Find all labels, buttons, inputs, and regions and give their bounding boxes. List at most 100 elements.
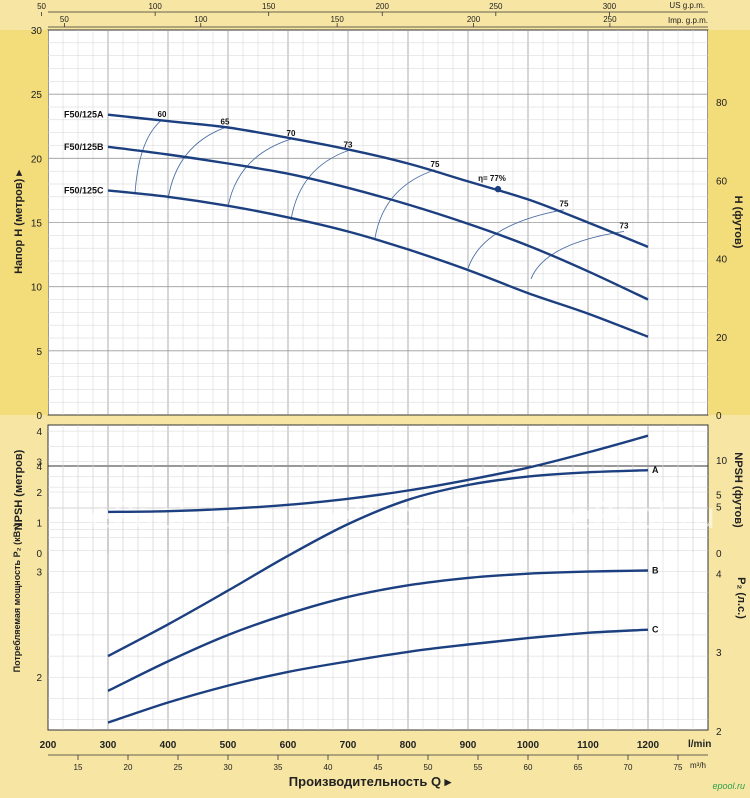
head-curve-F50/125A <box>107 113 649 249</box>
tick-label: 50 <box>37 2 46 11</box>
tick-label: 25 <box>31 90 43 101</box>
npsh-axis-title: NPSH (метров) <box>13 449 25 530</box>
axis-ticks: 0510152025300204060800123405102342345200… <box>31 2 728 772</box>
power-curve-label: B <box>652 566 659 576</box>
efficiency-label: 75 <box>560 200 569 209</box>
tick-label: 150 <box>330 15 344 24</box>
tick-label: 10 <box>716 456 728 467</box>
tick-label: 1100 <box>577 740 599 751</box>
tick-label: 700 <box>340 740 357 751</box>
best-efficiency-point <box>494 185 502 193</box>
tick-label: 4 <box>36 462 42 473</box>
efficiency-arc <box>134 119 163 194</box>
tick-label: 75 <box>674 763 683 772</box>
head-curve-label: F50/125A <box>64 110 104 120</box>
chart-labels: F50/125A F50/125B F50/125C 60 65 70 73 75 η= 77%… <box>64 110 659 635</box>
tick-label: 0 <box>36 549 42 560</box>
us-gpm-unit: US g.p.m. <box>669 1 705 10</box>
brand-watermark: epool.ru <box>712 781 745 791</box>
power-curve-label: C <box>652 625 659 635</box>
tick-label: 300 <box>603 2 617 11</box>
head-curve-F50/125B <box>107 145 649 301</box>
tick-label: 35 <box>274 763 283 772</box>
tick-label: 55 <box>474 763 483 772</box>
tick-label: 250 <box>603 15 617 24</box>
efficiency-label: 73 <box>344 141 353 150</box>
npsh-curve <box>107 434 649 514</box>
tick-label: 50 <box>424 763 433 772</box>
tick-label: 0 <box>716 411 722 422</box>
watermark-text: ePool.ru <box>90 496 236 537</box>
tick-label: 150 <box>262 2 276 11</box>
left-strip-head <box>0 30 48 415</box>
efficiency-arc <box>530 231 625 280</box>
tick-label: 250 <box>489 2 503 11</box>
efficiency-label: 65 <box>221 118 230 127</box>
efficiency-label: 60 <box>158 110 167 119</box>
tick-label: 800 <box>400 740 417 751</box>
watermark-text: ePool.ru <box>330 496 476 537</box>
tick-label: 200 <box>40 740 57 751</box>
head-axis-title: Напор H (метров) ▸ <box>13 170 25 274</box>
flow-unit-lmin: l/min <box>688 739 711 750</box>
tick-label: 45 <box>374 763 383 772</box>
tick-label: 15 <box>74 763 83 772</box>
tick-label: 0 <box>716 549 722 560</box>
imp-gpm-unit: Imp. g.p.m. <box>668 16 708 25</box>
tick-label: 20 <box>31 154 43 165</box>
tick-label: 2 <box>716 727 722 738</box>
tick-label: 200 <box>376 2 390 11</box>
power-curve-C <box>107 628 649 724</box>
tick-label: 3 <box>36 568 42 579</box>
power-axis-title-hp: P₂ (л.с.) <box>735 577 747 619</box>
chart-curves <box>107 113 649 724</box>
tick-label: 1200 <box>637 740 660 751</box>
tick-label: 80 <box>716 98 728 109</box>
right-strip-head <box>708 30 750 415</box>
tick-label: 2 <box>36 488 42 499</box>
tick-label: 25 <box>174 763 183 772</box>
tick-label: 10 <box>31 283 43 294</box>
power-curve-A <box>107 469 649 658</box>
head-curve-F50/125C <box>107 189 649 338</box>
tick-label: 40 <box>324 763 333 772</box>
efficiency-arc <box>227 138 292 208</box>
tick-label: 200 <box>467 15 481 24</box>
tick-label: 30 <box>31 26 43 37</box>
efficiency-label: η= 77% <box>478 174 506 183</box>
tick-label: 900 <box>460 740 477 751</box>
efficiency-label: 73 <box>620 221 629 230</box>
power-axis-title: Потребляемая мощность P₂ (кВт) <box>12 524 22 673</box>
tick-label: 2 <box>36 673 42 684</box>
tick-label: 100 <box>194 15 208 24</box>
power-curve-B <box>107 569 649 692</box>
tick-label: 30 <box>224 763 233 772</box>
tick-label: 600 <box>280 740 297 751</box>
tick-label: 0 <box>36 411 42 422</box>
tick-label: 400 <box>160 740 177 751</box>
tick-label: 1000 <box>517 740 540 751</box>
tick-label: 4 <box>36 427 42 438</box>
head-curve-label: F50/125B <box>64 142 104 152</box>
watermarks: ePool.ru ePool.ru ePool.ru <box>90 496 716 537</box>
tick-label: 3 <box>36 458 42 469</box>
flow-axis-title: Производительность Q ▸ <box>289 774 453 789</box>
tick-label: 50 <box>60 15 69 24</box>
watermark-text: ePool.ru <box>570 496 716 537</box>
efficiency-label: 75 <box>431 160 440 169</box>
tick-label: 65 <box>574 763 583 772</box>
power-curve-label: A <box>652 465 659 475</box>
efficiency-arc <box>167 127 226 200</box>
tick-label: 1 <box>36 519 42 530</box>
efficiency-label: 70 <box>287 129 296 138</box>
tick-label: 40 <box>716 255 728 266</box>
tick-label: 3 <box>716 648 722 659</box>
tick-label: 300 <box>100 740 117 751</box>
efficiency-arc <box>290 150 349 221</box>
grid-lines <box>48 30 708 730</box>
tick-label: 5 <box>36 347 42 358</box>
efficiency-arc <box>467 209 565 269</box>
tick-label: 60 <box>524 763 533 772</box>
tick-label: 20 <box>124 763 133 772</box>
